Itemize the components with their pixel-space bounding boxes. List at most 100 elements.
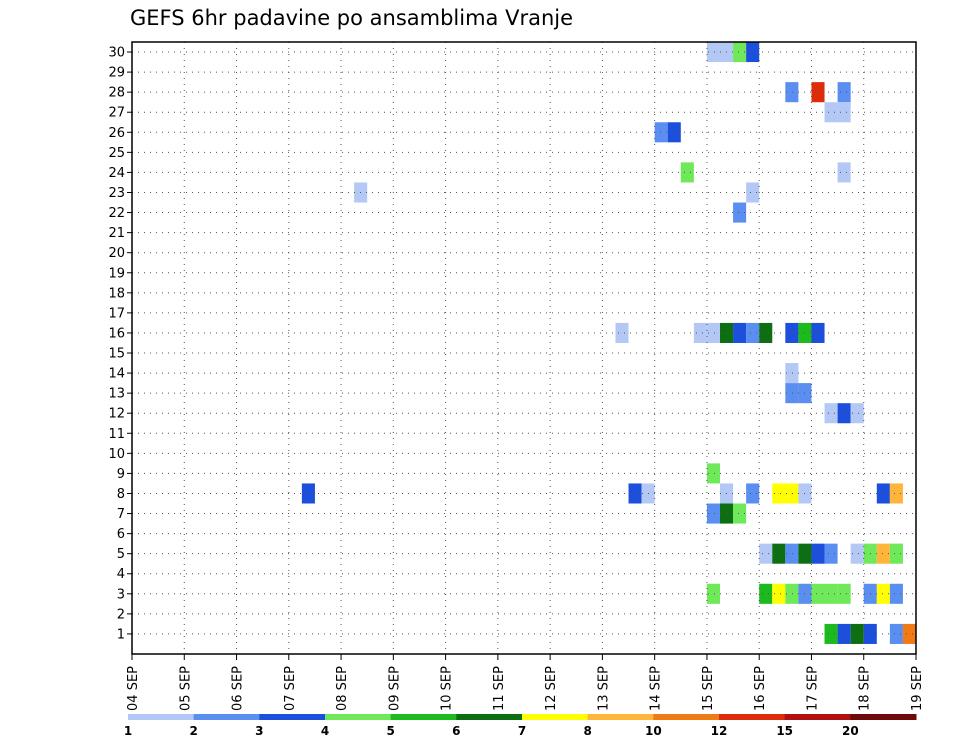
x-tick-label: 10 SEP (440, 666, 455, 711)
cell-m3-s44 (706, 583, 720, 604)
colorbar-label: 1 (124, 724, 132, 738)
colorbar-label: 7 (518, 724, 526, 738)
cell-m3-s48 (759, 583, 773, 604)
cell-m23-s47 (746, 182, 760, 203)
cell-m8-s38 (628, 483, 642, 504)
y-tick-label: 11 (108, 427, 125, 442)
cell-m16-s44 (706, 322, 720, 343)
y-tick-label: 16 (108, 326, 125, 341)
cell-m12-s53 (824, 403, 838, 424)
cell-m8-s47 (746, 483, 760, 504)
x-tick-label: 16 SEP (753, 666, 768, 711)
x-tick-label: 08 SEP (335, 666, 350, 711)
cell-m27-s53 (824, 102, 838, 123)
cell-m1-s58 (889, 623, 903, 644)
y-tick-label: 30 (108, 46, 125, 61)
cell-m24-s54 (837, 162, 851, 183)
cell-m12-s55 (850, 403, 864, 424)
x-tick-label: 14 SEP (649, 666, 664, 711)
y-tick-label: 9 (117, 467, 125, 482)
cell-m3-s52 (811, 583, 825, 604)
cell-m5-s52 (811, 543, 825, 564)
y-tick-label: 29 (108, 66, 125, 81)
y-tick-label: 2 (117, 607, 125, 622)
x-tick-label: 17 SEP (805, 666, 820, 711)
colorbar-label: 6 (452, 724, 460, 738)
colorbar-swatch (587, 714, 654, 720)
colorbar-swatch (653, 714, 720, 720)
colorbar-swatch (850, 714, 917, 720)
cell-m28-s50 (785, 82, 799, 103)
y-tick-label: 4 (117, 567, 125, 582)
cell-m1-s55 (850, 623, 864, 644)
cell-m8-s50 (785, 483, 799, 504)
cell-m22-s46 (733, 202, 747, 223)
cell-m16-s48 (759, 322, 773, 343)
y-tick-label: 27 (108, 106, 125, 121)
cell-m8-s57 (876, 483, 890, 504)
cell-m3-s54 (837, 583, 851, 604)
y-tick-label: 5 (117, 547, 125, 562)
y-tick-label: 22 (108, 206, 125, 221)
x-tick-label: 07 SEP (283, 666, 298, 711)
colorbar-label: 5 (386, 724, 394, 738)
y-tick-label: 12 (108, 407, 125, 422)
x-tick-label: 06 SEP (231, 666, 246, 711)
x-tick-label: 09 SEP (387, 666, 402, 711)
cell-m1-s59 (902, 623, 916, 644)
cell-m3-s58 (889, 583, 903, 604)
colorbar-swatch (128, 714, 195, 720)
x-tick-label: 05 SEP (178, 666, 193, 711)
cell-m7-s44 (706, 503, 720, 524)
cell-m30-s47 (746, 42, 760, 63)
cell-m1-s53 (824, 623, 838, 644)
cell-m14-s50 (785, 363, 799, 384)
cell-m3-s57 (876, 583, 890, 604)
cell-m5-s58 (889, 543, 903, 564)
y-tick-label: 8 (117, 487, 125, 502)
cell-m3-s50 (785, 583, 799, 604)
y-tick-label: 7 (117, 507, 125, 522)
y-tick-label: 18 (108, 286, 125, 301)
cell-m16-s50 (785, 322, 799, 343)
y-tick-label: 21 (108, 226, 125, 241)
cell-m27-s54 (837, 102, 851, 123)
y-tick-label: 19 (108, 266, 125, 281)
x-tick-label: 15 SEP (701, 666, 716, 711)
cell-m5-s50 (785, 543, 799, 564)
colorbar-swatch (456, 714, 523, 720)
cell-m16-s43 (693, 322, 707, 343)
cell-m3-s49 (772, 583, 786, 604)
y-tick-label: 20 (108, 246, 125, 261)
colorbar-label: 10 (645, 724, 662, 738)
y-tick-label: 14 (108, 367, 125, 382)
y-tick-label: 13 (108, 387, 125, 402)
cell-m5-s48 (759, 543, 773, 564)
y-axis: 1234567891011121314151617181920212223242… (108, 46, 132, 642)
cell-m13-s50 (785, 383, 799, 404)
y-tick-label: 23 (108, 186, 125, 201)
y-tick-label: 25 (108, 146, 125, 161)
x-axis: 04 SEP 05 SEP 06 SEP 07 SEP 08 SEP 09 SEP 10 S… (126, 654, 925, 711)
cell-m28-s54 (837, 82, 851, 103)
cell-m16-s46 (733, 322, 747, 343)
y-tick-label: 10 (108, 447, 125, 462)
colorbar-label: 8 (583, 724, 591, 738)
y-tick-label: 17 (108, 306, 125, 321)
cell-m8-s13 (301, 483, 315, 504)
y-tick-label: 15 (108, 347, 125, 362)
y-tick-label: 28 (108, 86, 125, 101)
colorbar-label: 15 (776, 724, 793, 738)
cell-m16-s52 (811, 322, 825, 343)
colorbar-swatch (325, 714, 392, 720)
cell-m5-s55 (850, 543, 864, 564)
cell-m30-s46 (733, 42, 747, 63)
colorbar-label: 20 (842, 724, 859, 738)
y-tick-label: 3 (117, 587, 125, 602)
cell-m12-s54 (837, 403, 851, 424)
cell-m28-s52 (811, 82, 825, 103)
cell-m5-s49 (772, 543, 786, 564)
colorbar-swatch (522, 714, 589, 720)
grid-layer (132, 42, 916, 654)
